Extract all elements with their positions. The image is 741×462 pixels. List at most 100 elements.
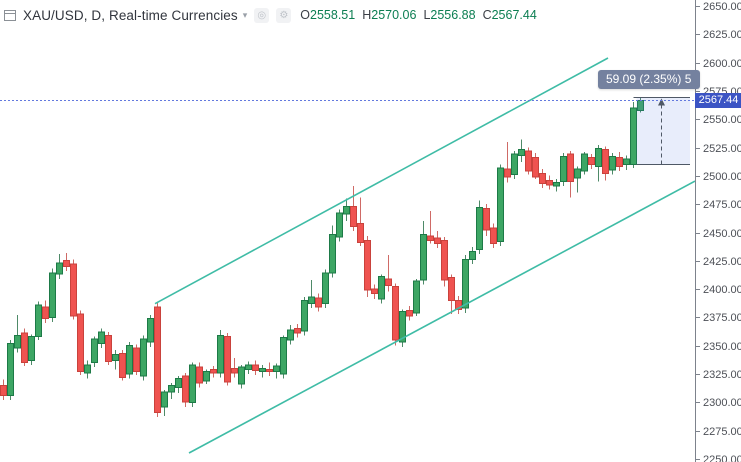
candle-up xyxy=(147,317,154,343)
candle-up xyxy=(469,251,476,261)
candle-up xyxy=(420,234,427,281)
candle-down xyxy=(392,286,399,341)
upper-channel-line[interactable] xyxy=(154,57,609,305)
candle-down xyxy=(441,239,448,281)
candle-up xyxy=(511,153,518,176)
candle-up xyxy=(14,334,21,349)
candle-up xyxy=(630,107,637,165)
candle-down xyxy=(42,306,49,319)
candle-up xyxy=(259,367,266,373)
candle-down xyxy=(350,205,357,228)
candle-up xyxy=(574,168,581,179)
candle-down xyxy=(371,288,378,294)
candle-up xyxy=(322,272,329,305)
candle-up xyxy=(301,299,308,332)
candle-down xyxy=(252,364,259,372)
candle-up xyxy=(476,207,483,250)
candle-down xyxy=(588,157,595,165)
candle-down xyxy=(77,313,84,373)
price-tick-label: 2475.00 xyxy=(696,199,741,211)
candle-down xyxy=(63,260,70,267)
candle-up xyxy=(343,205,350,215)
eye-icon[interactable]: ◎ xyxy=(254,7,270,23)
symbol-title[interactable]: XAU/USD, D, Real-time Currencies xyxy=(23,7,238,23)
candle-down xyxy=(210,368,217,374)
candle-down xyxy=(357,222,364,244)
candle-down xyxy=(483,208,490,231)
low-value: L2556.88 xyxy=(423,8,476,22)
candle-down xyxy=(154,306,161,413)
candle-up xyxy=(273,365,280,373)
high-value: H2570.06 xyxy=(362,8,417,22)
close-value: C2567.44 xyxy=(482,8,537,22)
candle-up xyxy=(378,276,385,300)
candle-up xyxy=(497,167,504,242)
candle-up xyxy=(56,262,63,275)
candle-down xyxy=(455,299,462,310)
candle-up xyxy=(98,331,105,344)
candle-down xyxy=(0,384,7,396)
candle-up xyxy=(203,371,210,382)
open-value: O2558.51 xyxy=(300,8,356,22)
candle-up xyxy=(245,364,252,370)
candle-down xyxy=(616,157,623,168)
candle-down xyxy=(105,334,112,362)
candle-up xyxy=(189,364,196,403)
candle-up xyxy=(84,364,91,374)
candle-down xyxy=(224,336,231,383)
price-tick-label: 2425.00 xyxy=(696,256,741,268)
candle-down xyxy=(525,150,532,172)
candle-down xyxy=(70,263,77,317)
gear-icon[interactable]: ⚙ xyxy=(276,7,292,23)
candle-down xyxy=(21,332,28,364)
chevron-down-icon[interactable]: ▾ xyxy=(242,9,248,20)
price-tick-label: 2375.00 xyxy=(696,312,741,324)
candle-up xyxy=(168,384,175,393)
candle-up xyxy=(287,329,294,341)
candle-up xyxy=(329,234,336,274)
candle-up xyxy=(91,338,98,364)
candle-up xyxy=(49,272,56,318)
candle-down xyxy=(364,239,371,291)
candle-up xyxy=(280,337,287,375)
candle-down xyxy=(119,353,126,378)
price-tick-label: 2350.00 xyxy=(696,341,741,353)
candlestick-chart[interactable] xyxy=(0,0,695,462)
candle-up xyxy=(553,182,560,187)
price-axis[interactable]: 2650.00 2625.00 2600.00 2575.00 2550.00 2525.… xyxy=(695,0,741,462)
candle-up xyxy=(581,153,588,172)
lower-channel-line[interactable] xyxy=(188,180,695,454)
candle-down xyxy=(196,366,203,384)
panel-icon xyxy=(4,9,16,21)
candle-up xyxy=(126,345,133,375)
candle-up xyxy=(28,336,35,361)
candle-down xyxy=(532,157,539,178)
price-tick-label: 2450.00 xyxy=(696,228,741,240)
candle-up xyxy=(7,342,14,396)
candle-down xyxy=(567,153,574,182)
candle-down xyxy=(539,173,546,185)
measure-tooltip: 59.09 (2.35%) 5 xyxy=(598,70,700,89)
candle-up xyxy=(609,156,616,171)
candle-down xyxy=(434,237,441,245)
candle-up xyxy=(217,334,224,374)
candle-down xyxy=(448,277,455,301)
candle-down xyxy=(602,149,609,174)
price-tick-label: 2600.00 xyxy=(696,58,741,70)
candle-down xyxy=(385,278,392,287)
candle-up xyxy=(595,148,602,168)
candle-down xyxy=(427,235,434,241)
candle-down xyxy=(294,328,301,334)
candle-down xyxy=(406,310,413,317)
candle-up xyxy=(161,391,168,408)
measure-zone[interactable] xyxy=(636,97,691,165)
candle-down xyxy=(490,227,497,245)
price-tick-label: 2550.00 xyxy=(696,114,741,126)
candle-up xyxy=(35,304,42,337)
candle-down xyxy=(182,375,189,403)
candle-down xyxy=(231,367,238,374)
last-price-label: 2567.44 xyxy=(695,93,741,108)
candle-up xyxy=(518,149,525,156)
ohlc-values: O2558.51 H2570.06 L2556.88 C2567.44 xyxy=(300,8,537,22)
measure-arrow-head xyxy=(658,98,665,106)
